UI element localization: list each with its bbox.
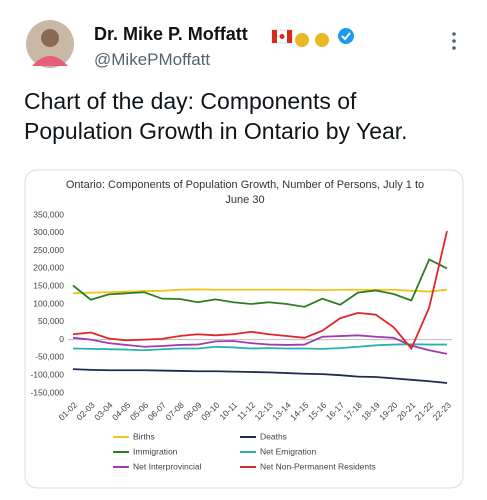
y-tick-label: -50,000	[35, 352, 64, 362]
series-line	[72, 258, 448, 308]
x-tick-label: 10-11	[217, 400, 239, 422]
x-tick-label: 19-20	[377, 400, 400, 423]
legend-label: Births	[133, 431, 155, 441]
avatar-body	[32, 56, 68, 66]
chart-card	[24, 169, 464, 489]
x-tick-label: 14-15	[288, 400, 311, 423]
more-menu[interactable]	[452, 32, 456, 36]
legend-label: Net Emigration	[260, 446, 316, 456]
x-tick-label: 21-22	[413, 400, 436, 423]
x-tick-label: 13-14	[270, 400, 293, 423]
more-menu[interactable]	[452, 39, 456, 43]
series-line	[72, 334, 448, 355]
flag-icon	[272, 30, 277, 43]
x-tick-label: 12-13	[252, 400, 275, 423]
y-tick-label: 350,000	[33, 209, 64, 219]
y-tick-label: 100,000	[33, 298, 64, 308]
x-tick-label: 03-04	[92, 400, 115, 423]
series-line	[72, 343, 447, 352]
tweet-text: Chart of the day: Components of Populati…	[24, 88, 408, 144]
chart-title: Ontario: Components of Population Growth…	[65, 179, 425, 206]
y-tick-label: 0	[59, 334, 64, 344]
verified-check	[341, 32, 351, 41]
y-tick-label: -150,000	[30, 387, 64, 397]
series-line	[72, 230, 448, 351]
x-tick-label: 18-19	[359, 400, 382, 423]
medal-icon	[295, 33, 309, 47]
y-tick-label: -100,000	[30, 369, 64, 379]
y-tick-label: 150,000	[33, 280, 64, 290]
x-tick-label: 17-18	[342, 400, 365, 423]
x-tick-label: 08-09	[181, 400, 204, 423]
x-tick-label: 22-23	[431, 400, 454, 423]
legend-label: Net Non-Permanent Residents	[260, 461, 376, 471]
series-line	[72, 288, 448, 295]
x-tick-label: 05-06	[128, 400, 151, 423]
y-tick-label: 50,000	[38, 316, 64, 326]
x-tick-label: 15-16	[306, 400, 329, 423]
flag-icon	[279, 34, 285, 39]
x-tick-label: 07-08	[163, 400, 186, 423]
y-tick-label: 250,000	[33, 245, 64, 255]
x-tick-label: 06-07	[146, 400, 169, 423]
x-tick-label: 01-02	[57, 400, 80, 423]
flag-icon	[287, 30, 292, 43]
legend-label: Net Interprovincial	[133, 461, 202, 471]
x-tick-label: 02-03	[74, 400, 97, 423]
x-tick-label: 09-10	[199, 400, 222, 423]
y-tick-label: 200,000	[33, 263, 64, 273]
x-tick-label: 11-12	[235, 400, 257, 422]
series-line	[72, 368, 448, 384]
y-tick-label: 300,000	[33, 227, 64, 237]
x-tick-label: 04-05	[110, 400, 133, 423]
display-name[interactable]: Dr. Mike P. Moffatt	[94, 24, 248, 44]
x-tick-label: 16-17	[324, 400, 347, 423]
handle[interactable]: @MikePMoffatt	[94, 50, 211, 69]
avatar-face	[41, 29, 59, 47]
medal-icon	[315, 33, 329, 47]
legend-label: Immigration	[133, 446, 178, 456]
verified-badge	[338, 28, 354, 44]
legend-label: Deaths	[260, 431, 287, 441]
more-menu[interactable]	[452, 46, 456, 50]
x-tick-label: 20-21	[395, 400, 418, 423]
